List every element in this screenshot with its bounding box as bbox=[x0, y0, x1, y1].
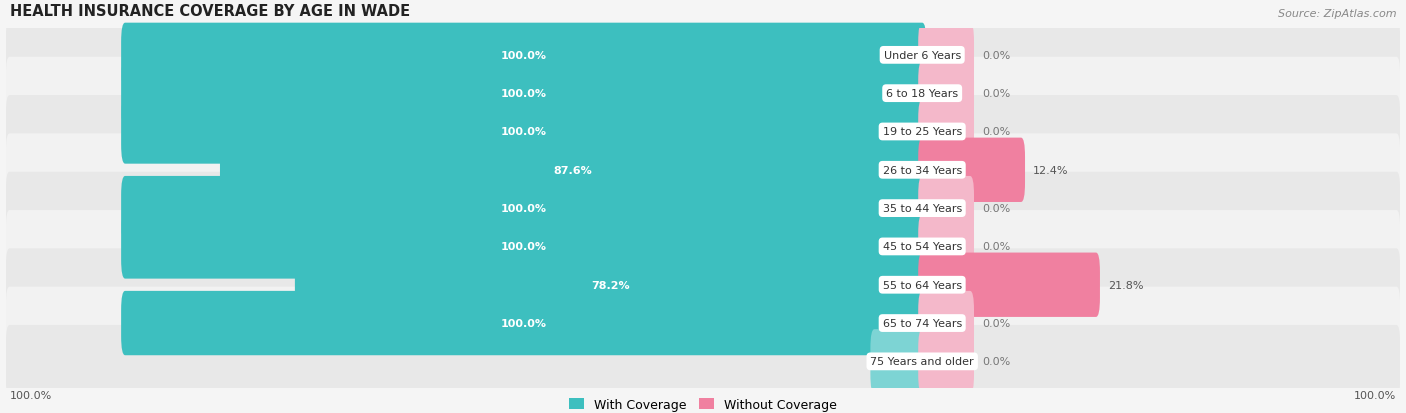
FancyBboxPatch shape bbox=[918, 215, 974, 279]
FancyBboxPatch shape bbox=[121, 215, 927, 279]
FancyBboxPatch shape bbox=[295, 253, 927, 317]
Text: 100.0%: 100.0% bbox=[501, 89, 547, 99]
Legend: With Coverage, Without Coverage: With Coverage, Without Coverage bbox=[569, 398, 837, 411]
Text: 0.0%: 0.0% bbox=[981, 51, 1011, 61]
Text: 0.0%: 0.0% bbox=[981, 204, 1011, 214]
FancyBboxPatch shape bbox=[121, 100, 927, 164]
Text: 100.0%: 100.0% bbox=[501, 318, 547, 328]
Text: 78.2%: 78.2% bbox=[592, 280, 630, 290]
FancyBboxPatch shape bbox=[6, 58, 1400, 130]
FancyBboxPatch shape bbox=[918, 330, 974, 394]
FancyBboxPatch shape bbox=[6, 19, 1400, 92]
FancyBboxPatch shape bbox=[219, 138, 927, 202]
Text: 0.0%: 0.0% bbox=[981, 356, 1011, 366]
Text: 26 to 34 Years: 26 to 34 Years bbox=[883, 165, 962, 176]
Text: 0.0%: 0.0% bbox=[981, 242, 1011, 252]
Text: 12.4%: 12.4% bbox=[1033, 165, 1069, 176]
Text: 65 to 74 Years: 65 to 74 Years bbox=[883, 318, 962, 328]
Text: 0.0%: 0.0% bbox=[981, 89, 1011, 99]
Text: Under 6 Years: Under 6 Years bbox=[883, 51, 960, 61]
FancyBboxPatch shape bbox=[870, 330, 927, 394]
Text: 100.0%: 100.0% bbox=[501, 51, 547, 61]
FancyBboxPatch shape bbox=[918, 62, 974, 126]
Text: 19 to 25 Years: 19 to 25 Years bbox=[883, 127, 962, 137]
FancyBboxPatch shape bbox=[6, 172, 1400, 245]
Text: 0.0%: 0.0% bbox=[981, 127, 1011, 137]
Text: 100.0%: 100.0% bbox=[501, 127, 547, 137]
Text: 35 to 44 Years: 35 to 44 Years bbox=[883, 204, 962, 214]
FancyBboxPatch shape bbox=[918, 291, 974, 355]
FancyBboxPatch shape bbox=[918, 176, 974, 241]
FancyBboxPatch shape bbox=[121, 291, 927, 355]
FancyBboxPatch shape bbox=[6, 325, 1400, 398]
Text: 100.0%: 100.0% bbox=[501, 204, 547, 214]
FancyBboxPatch shape bbox=[918, 24, 974, 88]
FancyBboxPatch shape bbox=[918, 100, 974, 164]
FancyBboxPatch shape bbox=[918, 253, 1099, 317]
FancyBboxPatch shape bbox=[6, 96, 1400, 169]
Text: 55 to 64 Years: 55 to 64 Years bbox=[883, 280, 962, 290]
Text: 45 to 54 Years: 45 to 54 Years bbox=[883, 242, 962, 252]
FancyBboxPatch shape bbox=[6, 249, 1400, 321]
Text: 0.0%: 0.0% bbox=[877, 356, 907, 366]
Text: 21.8%: 21.8% bbox=[1108, 280, 1143, 290]
Text: Source: ZipAtlas.com: Source: ZipAtlas.com bbox=[1278, 9, 1396, 19]
FancyBboxPatch shape bbox=[6, 287, 1400, 360]
Text: 6 to 18 Years: 6 to 18 Years bbox=[886, 89, 959, 99]
Text: 100.0%: 100.0% bbox=[1354, 390, 1396, 400]
FancyBboxPatch shape bbox=[6, 211, 1400, 283]
FancyBboxPatch shape bbox=[6, 134, 1400, 206]
Text: HEALTH INSURANCE COVERAGE BY AGE IN WADE: HEALTH INSURANCE COVERAGE BY AGE IN WADE bbox=[10, 5, 409, 19]
FancyBboxPatch shape bbox=[918, 138, 1025, 202]
FancyBboxPatch shape bbox=[121, 24, 927, 88]
Text: 87.6%: 87.6% bbox=[554, 165, 592, 176]
FancyBboxPatch shape bbox=[121, 62, 927, 126]
Text: 100.0%: 100.0% bbox=[501, 242, 547, 252]
Text: 75 Years and older: 75 Years and older bbox=[870, 356, 974, 366]
Text: 100.0%: 100.0% bbox=[10, 390, 52, 400]
FancyBboxPatch shape bbox=[121, 176, 927, 241]
Text: 0.0%: 0.0% bbox=[981, 318, 1011, 328]
